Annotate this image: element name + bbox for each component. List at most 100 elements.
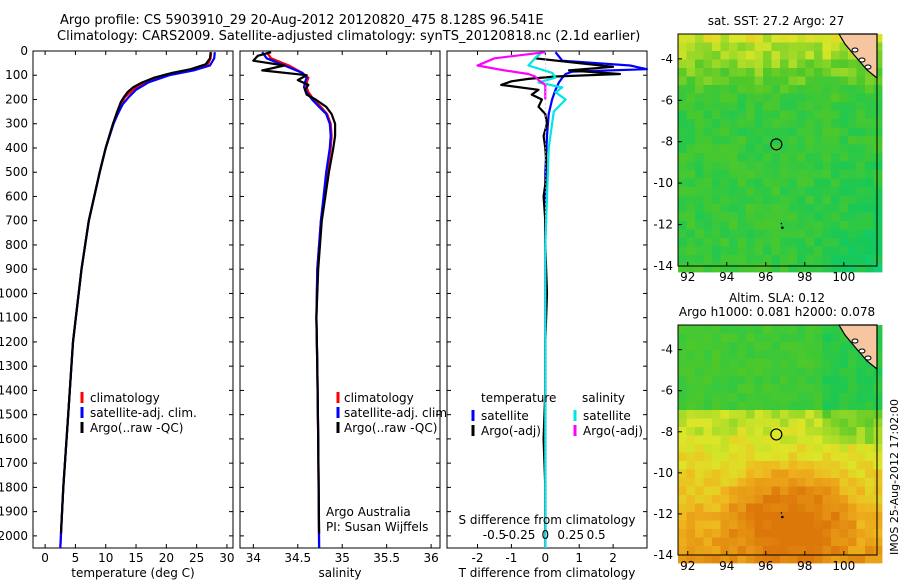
map-cell	[746, 68, 755, 77]
map-cell	[848, 350, 857, 360]
x-tick-label: 10	[98, 551, 113, 565]
map-cell	[839, 255, 849, 264]
map-cell	[746, 34, 755, 43]
map-cell	[797, 51, 806, 60]
map-cell	[771, 384, 781, 394]
map-cell	[695, 529, 704, 538]
map-cell	[771, 161, 781, 171]
map-cell	[746, 127, 755, 137]
map-cell	[856, 119, 866, 128]
map-cell	[763, 178, 772, 188]
map-cell	[686, 520, 696, 530]
y-tick-label: -12	[653, 218, 673, 232]
map-cell	[737, 359, 747, 368]
map-cell	[763, 529, 772, 538]
map-cell	[873, 384, 883, 394]
map-cell	[695, 503, 704, 513]
map-cell	[763, 350, 772, 360]
series-line-s-satellite	[527, 51, 567, 548]
map-cell	[695, 110, 704, 120]
map-cell	[856, 503, 866, 513]
map-cell	[848, 51, 857, 60]
map-cell	[797, 427, 806, 436]
map-cell	[712, 119, 721, 128]
map-cell	[856, 178, 866, 188]
map-cell	[873, 520, 883, 530]
map-cell	[737, 495, 747, 504]
map-cell	[763, 512, 772, 521]
island	[851, 338, 859, 344]
salinity-panel: 34 34.5 35 35.5 36 salinity climatologysatelli…	[239, 50, 451, 580]
map-cell	[839, 59, 849, 69]
map-cell	[788, 153, 798, 162]
sst-map-panel: sat. SST: 27.2 Argo: 27 92 94 96 98 100 -4 -6 -8…	[653, 14, 883, 284]
y-tick-label: 1100	[0, 311, 28, 325]
y-tick-label: 400	[5, 141, 28, 155]
map-cell	[780, 170, 789, 179]
map-cell	[814, 367, 823, 377]
map-cell	[729, 469, 738, 479]
map-cell	[771, 546, 781, 555]
map-cell	[873, 435, 883, 445]
map-cell	[678, 212, 687, 222]
map-cell	[848, 263, 857, 273]
map-cell	[873, 144, 883, 154]
map-cell	[873, 478, 883, 487]
map-cell	[822, 367, 832, 377]
map-cell	[737, 238, 747, 247]
x-tick-label: 0	[541, 551, 549, 565]
map-cell	[873, 221, 883, 230]
map-cell	[780, 333, 789, 343]
map-cell	[788, 461, 798, 470]
map-cell	[797, 376, 806, 385]
map-cell	[805, 410, 815, 419]
map-cell	[737, 418, 747, 428]
map-cell	[729, 546, 738, 555]
map-cell	[848, 435, 857, 445]
map-cell	[873, 427, 883, 436]
map-cell	[814, 512, 823, 521]
map-cell	[822, 68, 832, 77]
map-cell	[703, 427, 713, 436]
map-cell	[771, 469, 781, 479]
map-cell	[848, 495, 857, 504]
map-cell	[839, 42, 849, 52]
map-cell	[814, 495, 823, 504]
map-cell	[754, 410, 764, 419]
map-cell	[729, 119, 738, 128]
map-cell	[712, 59, 721, 69]
map-cell	[746, 554, 755, 564]
map-cell	[780, 263, 789, 273]
map-cell	[856, 229, 866, 239]
map-cell	[729, 367, 738, 377]
series-line-argo-raw-qc-	[252, 51, 337, 534]
map-cell	[729, 478, 738, 487]
map-cell	[703, 401, 713, 411]
map-cell	[780, 127, 789, 137]
map-cell	[754, 461, 764, 470]
map-cell	[737, 136, 747, 145]
map-cell	[729, 76, 738, 86]
map-cell	[831, 444, 840, 453]
map-cell	[856, 486, 866, 496]
map-cell	[814, 42, 823, 52]
y-tick-label: 1200	[0, 335, 28, 349]
map-cell	[746, 444, 755, 453]
map-cell	[805, 178, 815, 188]
map-frame	[677, 33, 878, 267]
map-cell	[695, 393, 704, 402]
map-cell	[805, 127, 815, 137]
map-cell	[822, 93, 832, 103]
map-cell	[865, 102, 874, 111]
map-cell	[788, 520, 798, 530]
map-cell	[763, 537, 772, 547]
map-cell	[788, 170, 798, 179]
map-cell	[805, 161, 815, 171]
map-cell	[873, 512, 883, 521]
map-cell	[831, 102, 840, 111]
map-cell	[797, 161, 806, 171]
y-tick-label: -14	[653, 259, 673, 273]
map-cell	[746, 461, 755, 470]
map-cell	[678, 59, 687, 69]
map-cell	[873, 136, 883, 145]
